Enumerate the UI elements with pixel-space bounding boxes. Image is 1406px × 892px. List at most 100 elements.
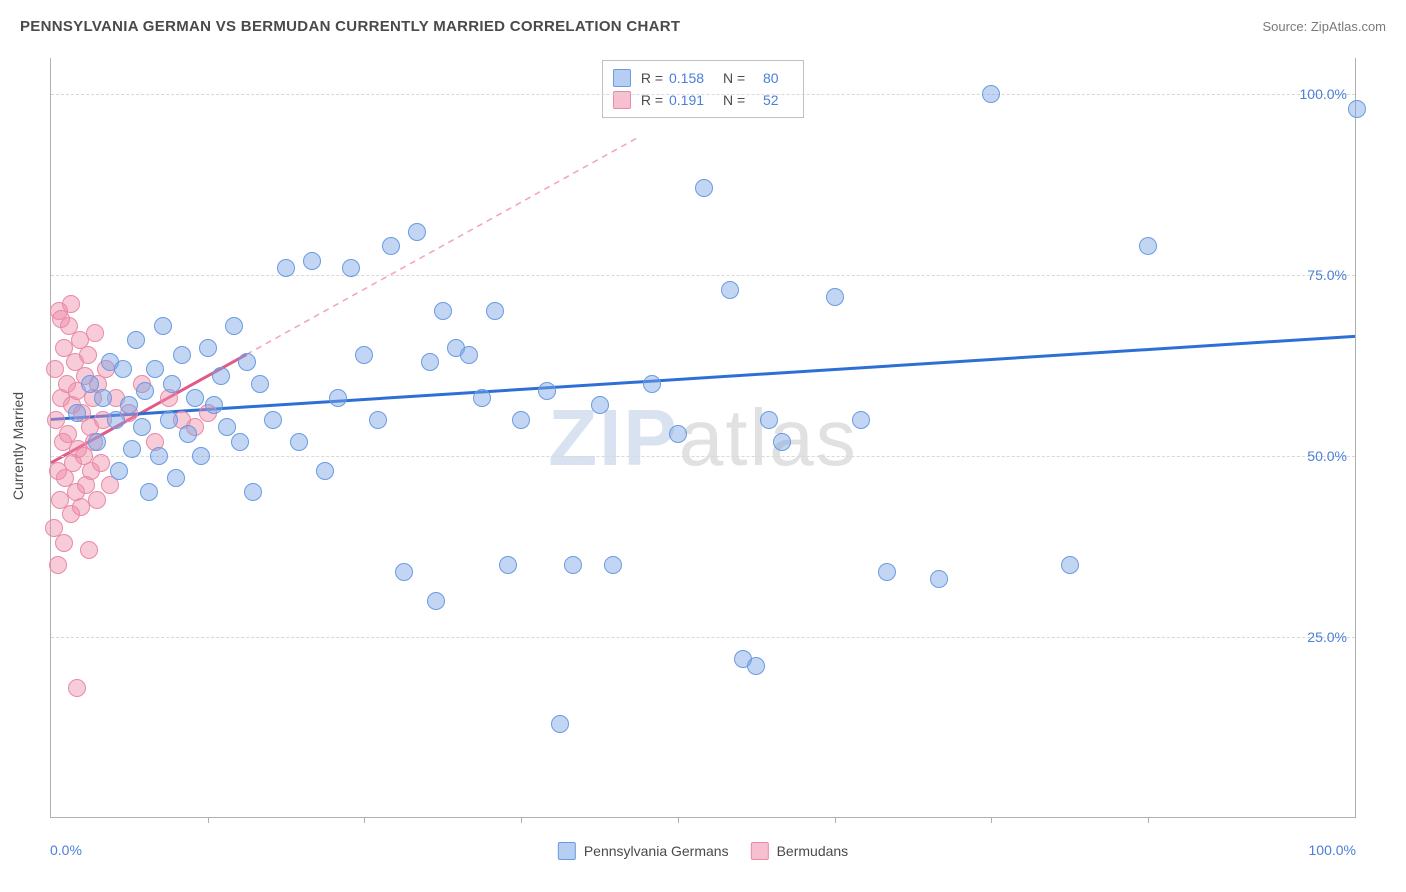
marker-pa-german [146,360,164,378]
marker-pa-german [136,382,154,400]
x-tick [991,817,992,823]
marker-bermudan [86,324,104,342]
legend-item: Pennsylvania Germans [558,842,729,860]
marker-pa-german [382,237,400,255]
watermark-atlas: atlas [679,393,858,482]
x-tick [835,817,836,823]
y-tick-label: 100.0% [1300,86,1347,102]
marker-pa-german [512,411,530,429]
gridline [51,637,1355,638]
legend-swatch [613,69,631,87]
x-tick [678,817,679,823]
marker-pa-german [329,389,347,407]
marker-pa-german [81,375,99,393]
marker-bermudan [80,541,98,559]
marker-pa-german [186,389,204,407]
marker-pa-german [277,259,295,277]
marker-pa-german [316,462,334,480]
n-label: N = [723,70,757,86]
marker-pa-german [212,367,230,385]
marker-pa-german [643,375,661,393]
marker-pa-german [218,418,236,436]
marker-pa-german [460,346,478,364]
marker-pa-german [878,563,896,581]
legend-swatch [751,842,769,860]
legend-row: R =0.191N =52 [613,89,793,111]
marker-pa-german [408,223,426,241]
trend-line [247,138,638,355]
chart-title: PENNSYLVANIA GERMAN VS BERMUDAN CURRENTL… [20,18,680,35]
watermark-zip: ZIP [548,393,678,482]
marker-pa-german [695,179,713,197]
marker-pa-german [199,339,217,357]
marker-pa-german [538,382,556,400]
legend-series: Pennsylvania Germans Bermudans [558,842,848,860]
marker-pa-german [773,433,791,451]
marker-pa-german [251,375,269,393]
marker-pa-german [473,389,491,407]
marker-pa-german [127,331,145,349]
marker-pa-german [123,440,141,458]
marker-pa-german [591,396,609,414]
marker-pa-german [342,259,360,277]
marker-pa-german [747,657,765,675]
marker-pa-german [150,447,168,465]
marker-bermudan [49,556,67,574]
n-value: 80 [763,70,793,86]
marker-pa-german [826,288,844,306]
marker-pa-german [154,317,172,335]
marker-bermudan [79,346,97,364]
trend-line [51,336,1355,419]
marker-pa-german [427,592,445,610]
marker-pa-german [163,375,181,393]
marker-pa-german [1061,556,1079,574]
gridline [51,94,1355,95]
marker-pa-german [231,433,249,451]
marker-pa-german [238,353,256,371]
marker-pa-german [721,281,739,299]
marker-pa-german [244,483,262,501]
marker-pa-german [192,447,210,465]
marker-pa-german [421,353,439,371]
marker-pa-german [852,411,870,429]
marker-bermudan [92,454,110,472]
y-tick-label: 25.0% [1307,629,1347,645]
x-tick [1148,817,1149,823]
marker-pa-german [1348,100,1366,118]
marker-pa-german [160,411,178,429]
source-label: Source: ZipAtlas.com [1262,19,1386,34]
x-tick [364,817,365,823]
gridline [51,456,1355,457]
marker-pa-german [140,483,158,501]
legend-row: R = 0.158 N = 80 [613,67,793,89]
marker-bermudan [88,491,106,509]
marker-pa-german [225,317,243,335]
x-axis-max-label: 100.0% [1309,842,1356,858]
marker-pa-german [760,411,778,429]
marker-pa-german [982,85,1000,103]
y-tick-label: 50.0% [1307,448,1347,464]
marker-pa-german [88,433,106,451]
marker-pa-german [604,556,622,574]
r-label: R = [637,70,663,86]
marker-pa-german [930,570,948,588]
marker-pa-german [1139,237,1157,255]
marker-pa-german [551,715,569,733]
r-value: 0.158 [669,70,717,86]
marker-pa-german [114,360,132,378]
marker-bermudan [52,310,70,328]
marker-pa-german [133,418,151,436]
y-axis-title: Currently Married [10,392,26,500]
legend-swatch [558,842,576,860]
marker-pa-german [120,396,138,414]
marker-pa-german [303,252,321,270]
marker-pa-german [264,411,282,429]
marker-pa-german [173,346,191,364]
gridline [51,275,1355,276]
marker-pa-german [107,411,125,429]
marker-pa-german [167,469,185,487]
legend-item: Bermudans [751,842,849,860]
marker-pa-german [486,302,504,320]
marker-pa-german [564,556,582,574]
plot-area: ZIPatlas R = 0.158 N = 80 R =0.191N =52 25.0… [50,58,1356,818]
